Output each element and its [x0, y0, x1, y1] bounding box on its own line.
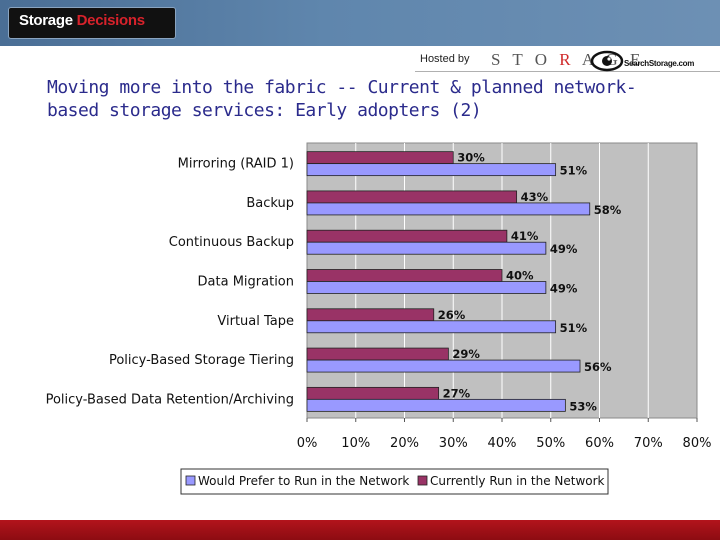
- legend-swatch: [185, 475, 196, 486]
- x-tick-label: 0%: [297, 436, 318, 451]
- bar-label-prefer: 51%: [560, 164, 588, 178]
- bar-label-current: 43%: [521, 190, 549, 204]
- bar-prefer: [306, 398, 566, 412]
- x-tick-label: 70%: [634, 436, 663, 451]
- x-tick-label: 80%: [683, 436, 712, 451]
- bar-label-prefer: 53%: [569, 399, 597, 413]
- bar-current: [306, 190, 518, 204]
- category-label: Policy-Based Data Retention/Archiving: [46, 392, 294, 407]
- x-tick-label: 50%: [536, 436, 565, 451]
- bar-current: [306, 386, 440, 400]
- bar-label-current: 30%: [457, 151, 485, 165]
- bar-label-prefer: 51%: [560, 321, 588, 335]
- legend-swatch: [417, 475, 428, 486]
- bar-prefer: [306, 281, 547, 294]
- footer-band: [0, 520, 720, 540]
- category-label: Continuous Backup: [169, 235, 294, 250]
- x-tick-label: 30%: [439, 436, 468, 451]
- bar-prefer: [306, 202, 591, 216]
- bar-label-prefer: 49%: [550, 242, 578, 256]
- bar-label-prefer: 56%: [584, 360, 612, 374]
- bar-label-current: 40%: [506, 269, 534, 283]
- x-tick-label: 60%: [585, 436, 614, 451]
- x-tick-label: 40%: [488, 436, 517, 451]
- legend-label: Currently Run in the Network: [430, 474, 605, 488]
- bar-current: [306, 269, 503, 282]
- category-label: Virtual Tape: [217, 314, 294, 329]
- category-label: Data Migration: [198, 275, 294, 290]
- bar-current: [306, 151, 454, 165]
- bar-label-current: 41%: [511, 229, 539, 243]
- searchstorage-eye-icon: [591, 50, 624, 72]
- bar-label-current: 26%: [438, 308, 466, 322]
- bar-current: [306, 308, 435, 322]
- bar-prefer: [306, 241, 547, 255]
- hosted-divider: [415, 71, 720, 72]
- searchstorage-logo-text[interactable]: SearchStorage.com: [624, 59, 695, 68]
- bar-current: [306, 229, 508, 243]
- bar-label-prefer: 58%: [594, 203, 622, 217]
- bar-chart: 30% 51% 43% 58% 41% 49% 40% 49% 26% 51% 29% 56% 27% 5…: [46, 142, 712, 495]
- category-label: Policy-Based Storage Tiering: [109, 353, 294, 368]
- x-tick-label: 20%: [390, 436, 419, 451]
- bar-prefer: [306, 163, 557, 177]
- storage-decisions-logo-text: Storage Decisions: [19, 12, 145, 29]
- bar-prefer: [306, 320, 557, 334]
- category-label: Backup: [246, 196, 294, 211]
- x-tick-label: 10%: [341, 436, 370, 451]
- category-label: Mirroring (RAID 1): [178, 157, 294, 172]
- bar-label-current: 29%: [452, 347, 480, 361]
- legend-box: [180, 468, 609, 495]
- hosted-by-label: Hosted by: [420, 53, 470, 65]
- bar-prefer: [306, 359, 581, 373]
- storage-decisions-logo[interactable]: [8, 7, 176, 39]
- bar-current: [306, 347, 449, 361]
- legend-label: Would Prefer to Run in the Network: [198, 474, 409, 488]
- header-banner: Storage Decisions: [0, 0, 720, 46]
- slide-title: Moving more into the fabric -- Current &…: [47, 77, 637, 121]
- bar-label-prefer: 49%: [550, 282, 578, 296]
- bar-label-current: 27%: [443, 386, 471, 400]
